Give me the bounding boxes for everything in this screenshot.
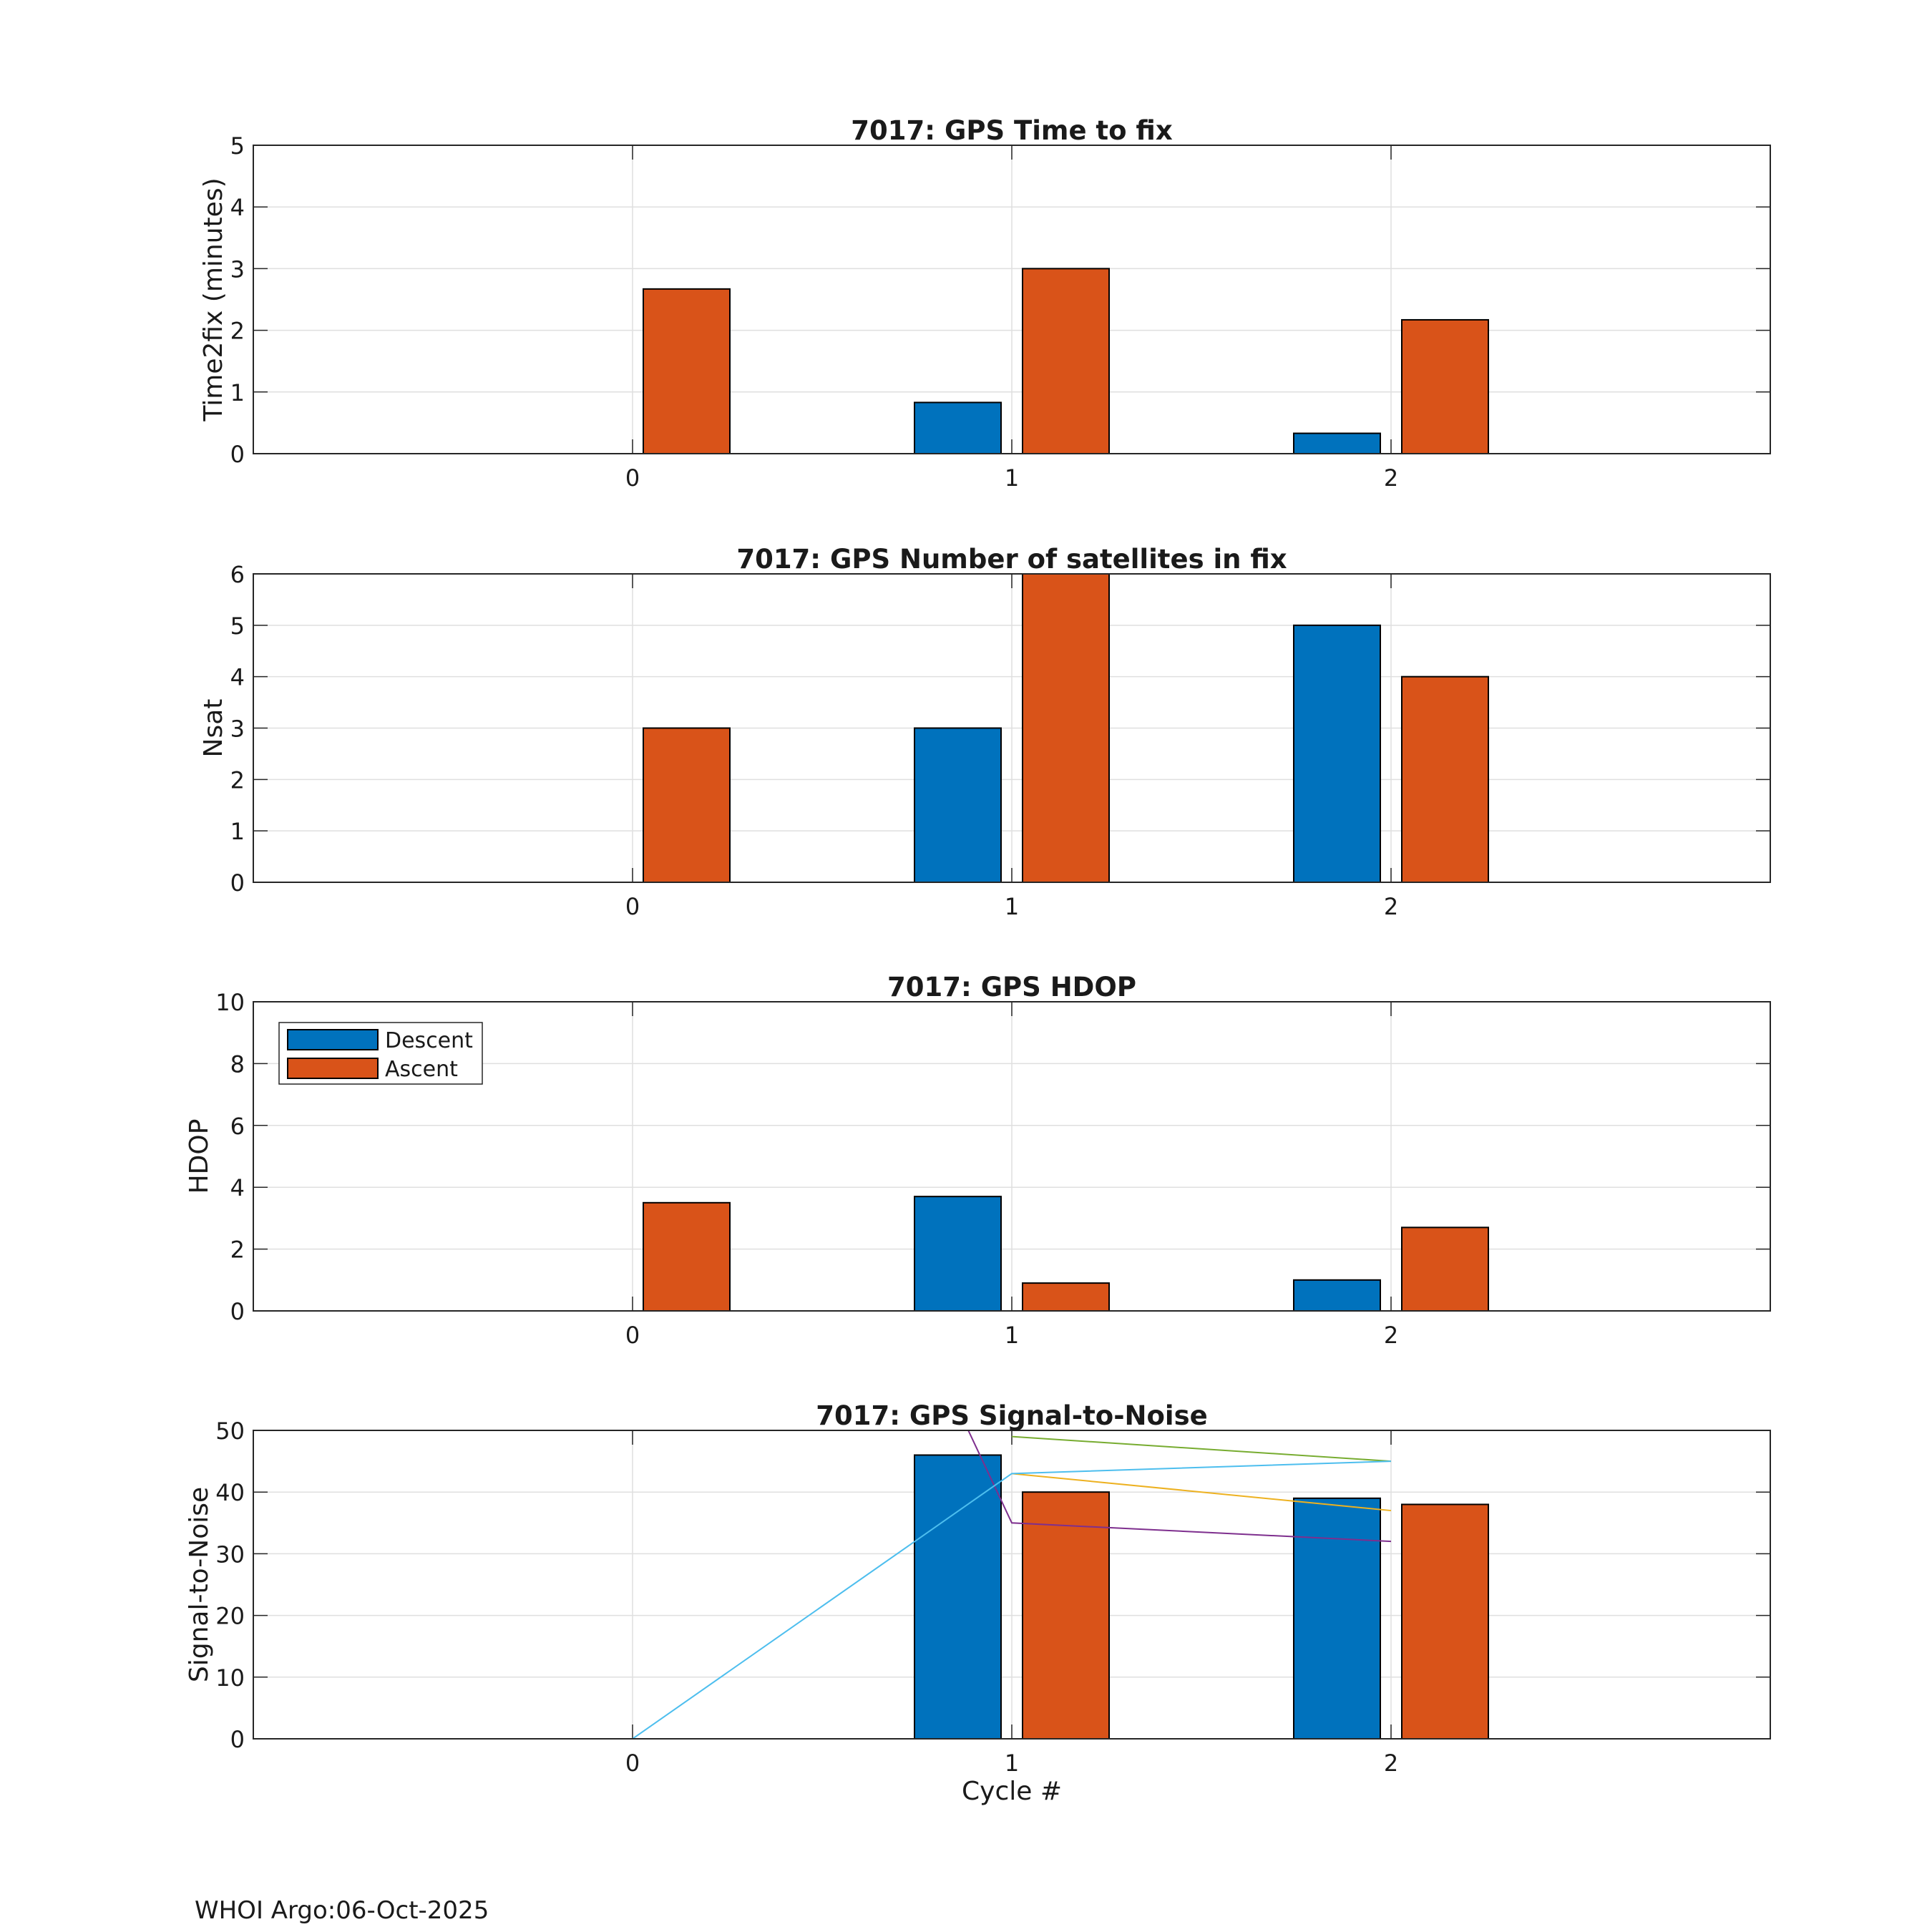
axes-box <box>253 1001 1771 1312</box>
y-tick-label: 0 <box>230 1726 245 1753</box>
x-tick-label: 2 <box>1384 1750 1398 1777</box>
y-tick-label: 0 <box>230 1298 245 1325</box>
y-axis-label: Time2fix (minutes) <box>199 177 228 421</box>
snr-line-3 <box>1011 1473 1392 1512</box>
chart-title: 7017: GPS Signal-to-Noise <box>816 1400 1207 1431</box>
y-tick-label: 10 <box>215 1664 245 1692</box>
legend: Descent Ascent <box>278 1022 483 1085</box>
y-axis-label: HDOP <box>185 1119 214 1194</box>
y-tick-label: 0 <box>230 869 245 897</box>
y-tick-label: 4 <box>230 664 245 691</box>
y-tick-label: 2 <box>230 1236 245 1264</box>
x-tick-label: 0 <box>625 893 640 920</box>
x-tick-label: 2 <box>1384 893 1398 920</box>
bar-descent-cycle-2 <box>1293 624 1381 883</box>
bar-ascent-cycle-1 <box>1022 268 1110 454</box>
y-tick-label: 0 <box>230 441 245 468</box>
bar-descent-cycle-1 <box>914 727 1002 883</box>
axes-box <box>253 573 1771 883</box>
bar-ascent-cycle-2 <box>1401 1226 1489 1312</box>
y-axis-label: Signal-to-Noise <box>185 1487 214 1682</box>
bar-descent-cycle-1 <box>914 1196 1002 1312</box>
bar-ascent-cycle-0 <box>643 288 731 455</box>
chart-panel-4: 0 10 20 30 40 50 0 1 2 7017: GPS Signal-to-Noise S… <box>185 1400 1771 1806</box>
y-tick-label: 4 <box>230 194 245 221</box>
bar-descent-cycle-2 <box>1293 1279 1381 1312</box>
chart-title: 7017: GPS Number of satellites in fix <box>736 544 1287 575</box>
x-tick-label: 0 <box>625 1750 640 1777</box>
bar-ascent-cycle-2 <box>1401 318 1489 455</box>
bar-descent-cycle-2 <box>1293 1497 1381 1740</box>
chart-panel-3: 0 2 4 6 8 10 0 1 2 7017: GPS HDOP HDOP Descent Ascen… <box>185 972 1771 1349</box>
bar-ascent-cycle-0 <box>643 1201 731 1312</box>
y-tick-label: 5 <box>230 613 245 640</box>
x-axis-label: Cycle # <box>962 1777 1062 1806</box>
axes-box <box>253 145 1771 454</box>
chart-panel-1: 0 1 2 3 4 5 0 1 2 7017: GPS Time to fix Time2fix (… <box>199 115 1771 492</box>
bar-ascent-cycle-2 <box>1401 675 1489 884</box>
y-tick-label: 6 <box>230 1113 245 1140</box>
x-tick-label: 2 <box>1384 1322 1398 1349</box>
x-tick-label: 2 <box>1384 464 1398 492</box>
bar-ascent-cycle-1 <box>1022 573 1110 883</box>
y-tick-label: 2 <box>230 766 245 794</box>
y-axis-label: Nsat <box>199 699 228 758</box>
x-tick-label: 1 <box>1005 464 1019 492</box>
bar-ascent-cycle-2 <box>1401 1503 1489 1740</box>
snr-line-2 <box>1011 1435 1392 1463</box>
snr-line-1 <box>967 1430 1392 1543</box>
bar-ascent-cycle-1 <box>1022 1282 1110 1312</box>
chart-title: 7017: GPS HDOP <box>887 972 1136 1002</box>
y-tick-label: 2 <box>230 318 245 345</box>
x-tick-label: 1 <box>1005 1322 1019 1349</box>
legend-swatch-ascent <box>287 1058 379 1079</box>
bar-descent-cycle-1 <box>914 401 1002 454</box>
legend-swatch-descent <box>287 1029 379 1050</box>
y-tick-label: 5 <box>230 132 245 160</box>
y-tick-label: 3 <box>230 716 245 743</box>
footer-stamp: WHOI Argo:06-Oct-2025 <box>195 1896 489 1925</box>
legend-label-ascent: Ascent <box>385 1057 458 1082</box>
y-tick-label: 10 <box>215 989 245 1016</box>
bar-descent-cycle-2 <box>1293 432 1381 455</box>
y-tick-label: 3 <box>230 255 245 283</box>
y-tick-label: 1 <box>230 379 245 406</box>
axes-box <box>253 1430 1771 1740</box>
chart-title: 7017: GPS Time to fix <box>851 115 1173 146</box>
y-tick-label: 40 <box>215 1479 245 1506</box>
y-tick-label: 6 <box>230 561 245 588</box>
bar-descent-cycle-1 <box>914 1454 1002 1740</box>
x-tick-label: 1 <box>1005 1750 1019 1777</box>
y-tick-label: 20 <box>215 1603 245 1630</box>
x-tick-label: 0 <box>625 464 640 492</box>
y-tick-label: 50 <box>215 1418 245 1445</box>
y-tick-label: 4 <box>230 1174 245 1201</box>
bar-ascent-cycle-1 <box>1022 1491 1110 1740</box>
legend-label-descent: Descent <box>385 1028 473 1053</box>
x-tick-label: 0 <box>625 1322 640 1349</box>
y-tick-label: 8 <box>230 1050 245 1078</box>
chart-panel-2: 0 1 2 3 4 5 6 0 1 2 7017: GPS Number of satellites… <box>199 544 1771 920</box>
y-tick-label: 30 <box>215 1541 245 1568</box>
bar-ascent-cycle-0 <box>643 727 731 883</box>
snr-line-4 <box>632 1460 1392 1739</box>
x-tick-label: 1 <box>1005 893 1019 920</box>
y-tick-label: 1 <box>230 818 245 845</box>
